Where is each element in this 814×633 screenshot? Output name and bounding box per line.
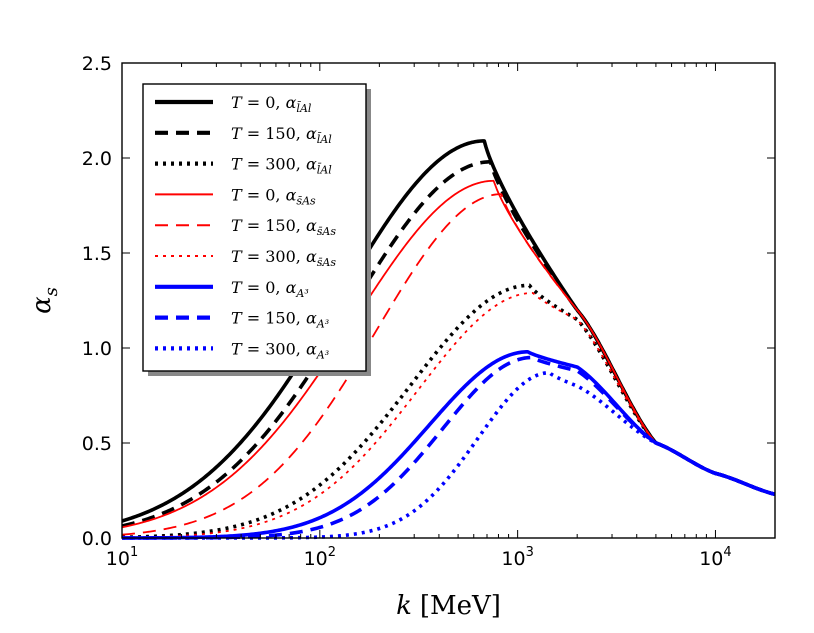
x-tick-label: 102 (304, 545, 336, 570)
legend-label-A3-T300: T = 300, αA³ (231, 339, 329, 361)
legend: T = 0, αl̄Al T = 150, αl̄Al T = 300, αl̄Al… (142, 83, 371, 376)
legend-label-sAs-T0: T = 0, αs̄As (231, 185, 316, 207)
y-axis-label: αs (27, 287, 62, 314)
x-tick-label: 103 (501, 545, 533, 570)
y-tick-label: 0.5 (82, 433, 112, 455)
y-tick-label: 2.0 (82, 148, 112, 170)
legend-label-A3-T150: T = 150, αA³ (231, 309, 329, 331)
legend-label-sAs-T150: T = 150, αs̄As (231, 216, 336, 238)
ticks-layer: 101 102 103 104 0.0 0.5 1.0 1.5 2.0 2.5 (82, 53, 776, 570)
x-tick-label: 104 (699, 545, 731, 570)
y-tick-label: 1.0 (82, 338, 112, 360)
y-tick-label: 2.5 (82, 53, 112, 75)
plot-frame (121, 62, 776, 539)
x-axis-label: k [MeV] (396, 591, 501, 621)
legend-label-lAl-T300: T = 300, αl̄Al (231, 155, 332, 177)
x-tick-label: 101 (106, 545, 138, 570)
legend-label-A3-T0: T = 0, αA³ (231, 278, 309, 300)
y-tick-label: 1.5 (82, 243, 112, 265)
y-tick-label: 0.0 (82, 528, 112, 550)
legend-label-lAl-T150: T = 150, αl̄Al (231, 124, 332, 146)
legend-label-sAs-T300: T = 300, αs̄As (231, 247, 336, 269)
legend-label-lAl-T0: T = 0, αl̄Al (231, 93, 312, 115)
series-line-A3-T300 (121, 370, 776, 540)
